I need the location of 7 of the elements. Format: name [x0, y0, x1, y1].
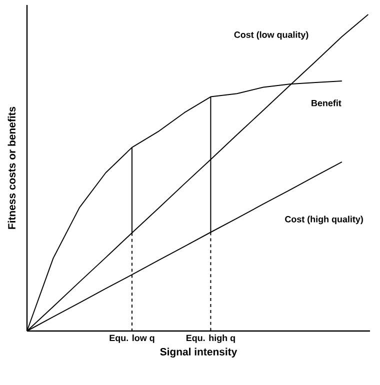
text: Cost (low quality)	[234, 31, 308, 40]
series-label: Benefit	[312, 100, 342, 106]
y-axis-title: Fitness costs or benefits	[8, 106, 16, 229]
text: Cost (high quality)	[285, 216, 363, 224]
x-axis-title: Signal intensity	[160, 348, 238, 358]
x-tick-label: Equ. high q	[186, 334, 235, 343]
x-tick-label: Equ. low q	[110, 334, 154, 343]
